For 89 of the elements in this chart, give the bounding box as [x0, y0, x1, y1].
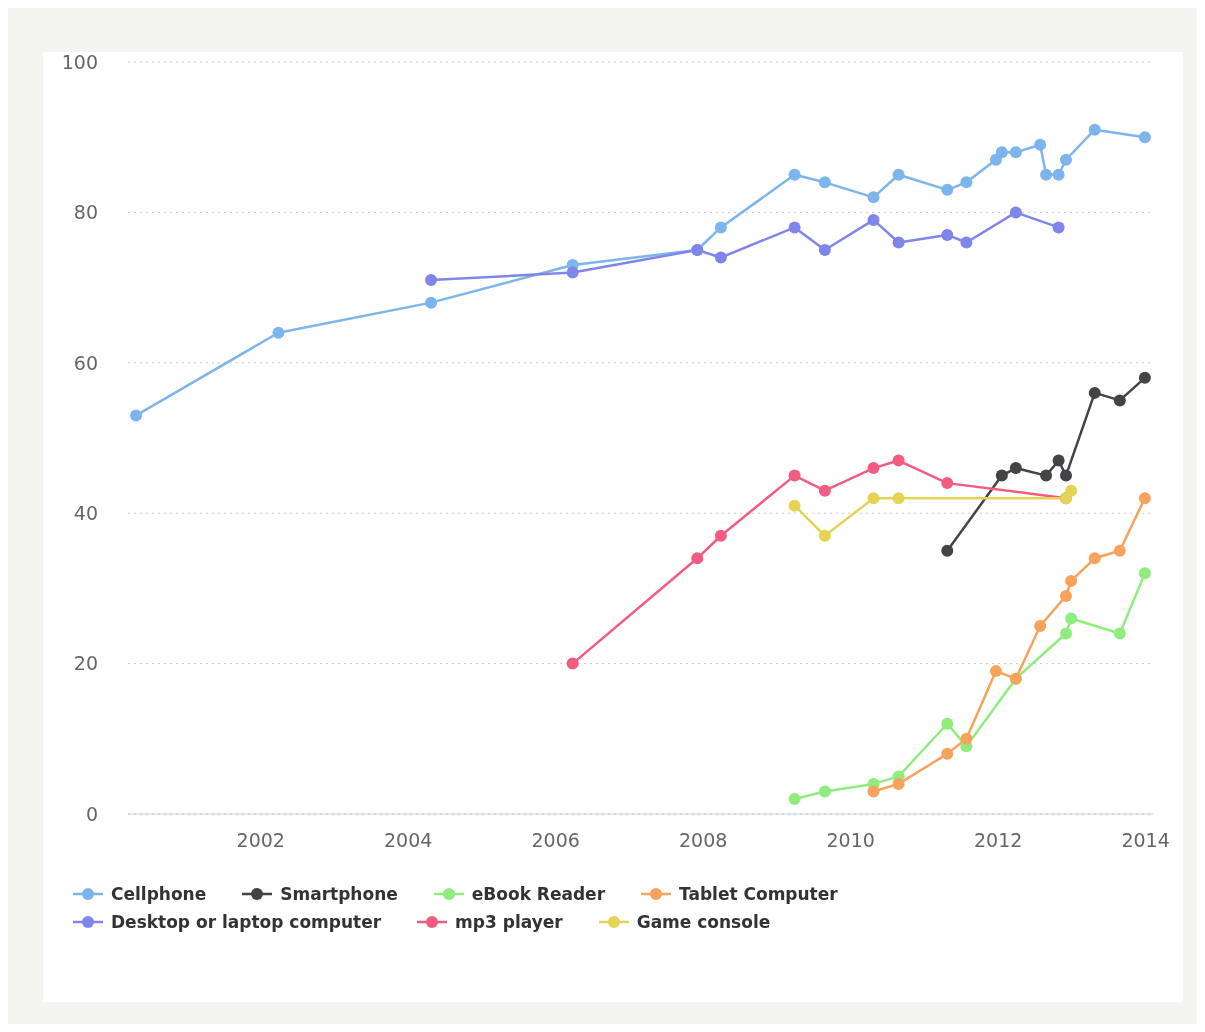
- point: [818, 176, 831, 189]
- point: [818, 244, 831, 256]
- x-tick-label: 2002: [236, 829, 285, 852]
- point: [1009, 462, 1022, 475]
- point: [960, 732, 973, 745]
- point: [995, 469, 1008, 482]
- point: [960, 176, 973, 189]
- point: [1065, 612, 1078, 625]
- point: [1009, 206, 1022, 219]
- y-tick-label: 20: [73, 652, 98, 675]
- x-tick-label: 2006: [531, 829, 580, 852]
- point: [788, 499, 801, 512]
- point: [1088, 123, 1101, 136]
- point: [425, 274, 438, 287]
- y-tick-label: 0: [85, 802, 98, 825]
- point: [941, 228, 954, 241]
- point: [425, 296, 438, 309]
- point: [1138, 492, 1151, 505]
- point: [1113, 627, 1126, 640]
- point: [818, 785, 831, 798]
- point: [714, 221, 727, 234]
- x-tick-label: 2008: [679, 829, 728, 852]
- point: [566, 266, 579, 279]
- point: [691, 552, 704, 565]
- point: [1065, 484, 1078, 497]
- point: [1052, 168, 1065, 181]
- x-tick-label: 2004: [384, 829, 433, 852]
- point: [1059, 153, 1072, 166]
- y-tick-label: 100: [61, 50, 98, 73]
- point: [892, 454, 905, 467]
- point: [1009, 146, 1022, 159]
- x-tick-label: 2010: [826, 829, 875, 852]
- point: [1088, 386, 1101, 399]
- y-tick-label: 80: [73, 201, 98, 224]
- legend-label: Desktop or laptop computer: [110, 912, 382, 932]
- point: [272, 326, 285, 339]
- legend-label: Tablet Computer: [678, 884, 838, 904]
- point: [1059, 627, 1072, 640]
- point: [941, 477, 954, 490]
- point: [1052, 221, 1065, 234]
- y-tick-label: 60: [73, 351, 98, 374]
- point: [714, 529, 727, 542]
- legend-label: Smartphone: [279, 884, 398, 904]
- x-tick-label: 2012: [973, 829, 1023, 852]
- point: [566, 657, 579, 670]
- point: [960, 236, 973, 249]
- point: [1059, 469, 1072, 482]
- point: [1059, 589, 1072, 602]
- legend-label: mp3 player: [454, 912, 563, 932]
- y-tick-label: 40: [73, 501, 98, 524]
- point: [989, 665, 1002, 678]
- point: [995, 146, 1008, 159]
- point: [714, 251, 727, 264]
- point: [788, 792, 801, 805]
- legend-label: Cellphone: [110, 884, 207, 904]
- point: [788, 469, 801, 482]
- point: [1052, 454, 1065, 467]
- point: [1034, 138, 1047, 151]
- x-tick-label: 2014: [1121, 829, 1170, 852]
- point: [788, 168, 801, 181]
- point: [818, 529, 831, 542]
- point: [818, 484, 831, 497]
- point: [1113, 394, 1126, 407]
- point: [941, 717, 954, 730]
- point: [1034, 620, 1047, 632]
- legend-label: Game console: [635, 912, 771, 932]
- point: [1088, 552, 1101, 565]
- point: [1040, 469, 1053, 482]
- point: [867, 213, 880, 226]
- point: [788, 221, 801, 234]
- point: [941, 183, 954, 196]
- point: [867, 462, 880, 475]
- point: [892, 168, 905, 181]
- point: [1040, 168, 1053, 181]
- point: [1138, 131, 1151, 144]
- point: [1065, 574, 1078, 587]
- point: [867, 492, 880, 505]
- legend-label: eBook Reader: [470, 884, 606, 904]
- point: [130, 409, 143, 422]
- point: [1113, 544, 1126, 557]
- point: [1138, 371, 1151, 384]
- point: [867, 785, 880, 798]
- point: [1138, 567, 1151, 580]
- point: [867, 191, 880, 204]
- point: [941, 544, 954, 557]
- point: [892, 777, 905, 790]
- point: [941, 747, 954, 760]
- point: [892, 236, 905, 249]
- point: [892, 492, 905, 505]
